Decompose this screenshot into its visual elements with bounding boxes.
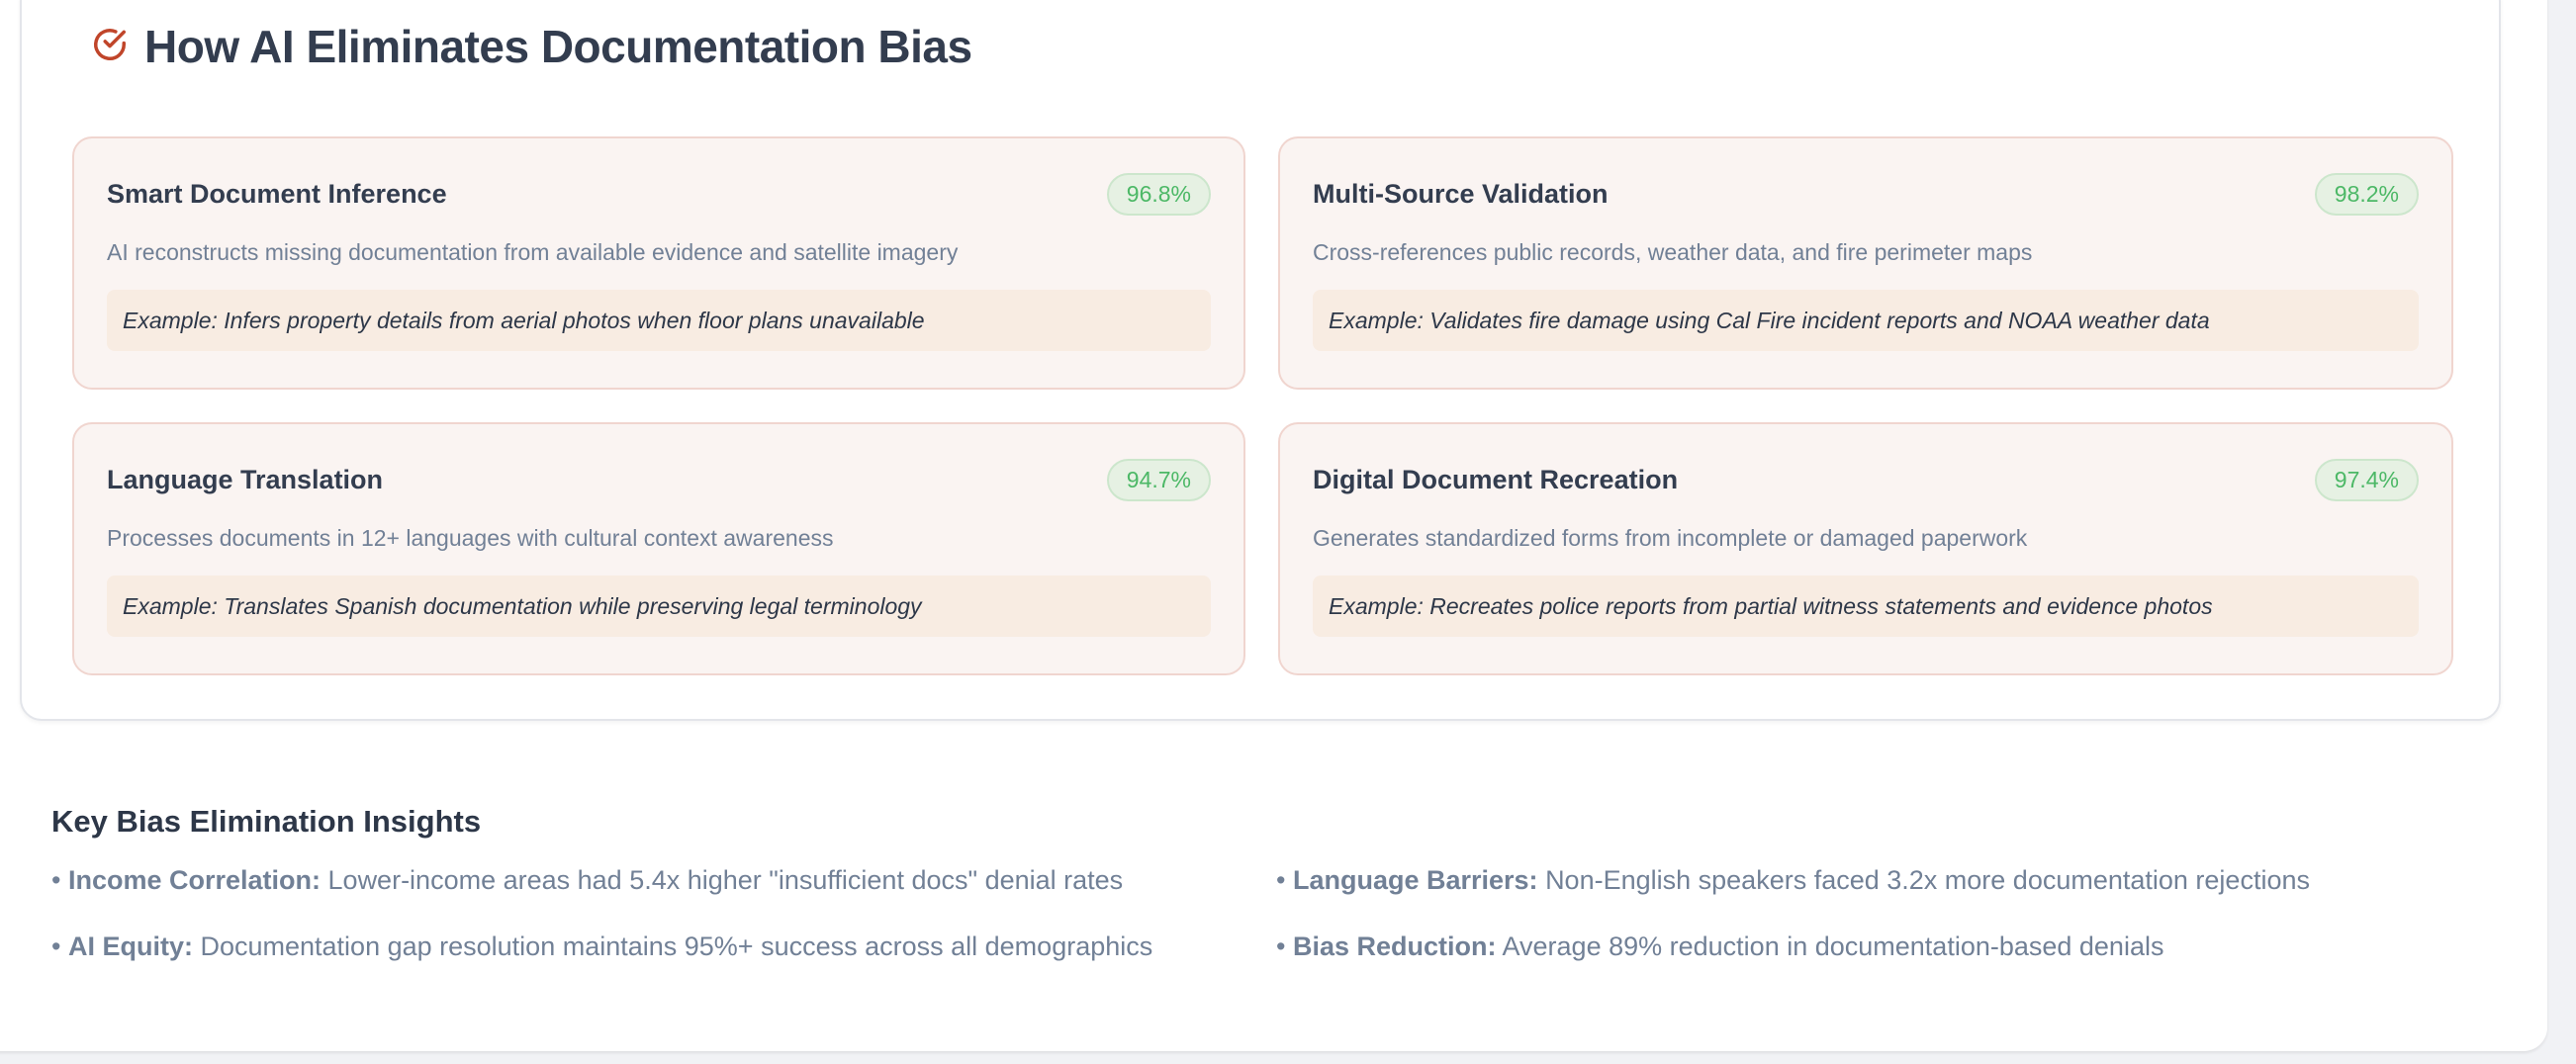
card-example: Example: Recreates police reports from p… xyxy=(1313,576,2419,637)
card-title: Language Translation xyxy=(107,464,384,494)
insight-item: • Income Correlation: Lower-income areas… xyxy=(51,865,1124,895)
card-example: Example: Translates Spanish documentatio… xyxy=(107,576,1211,637)
accuracy-badge: 97.4% xyxy=(2314,458,2419,501)
insight-label: Language Barriers: xyxy=(1292,865,1538,895)
insight-item: • AI Equity: Documentation gap resolutio… xyxy=(51,931,1153,961)
insights-header: Key Bias Elimination Insights xyxy=(51,804,481,840)
card-description: Cross-references public records, weather… xyxy=(1313,239,2033,265)
insight-label: Bias Reduction: xyxy=(1292,931,1497,961)
insight-item: • Language Barriers: Non-English speaker… xyxy=(1276,865,2310,895)
insight-item: • Bias Reduction: Average 89% reduction … xyxy=(1276,931,2164,961)
card-title: Smart Document Inference xyxy=(107,178,447,209)
check-circle-icon xyxy=(91,26,129,68)
card-description: AI reconstructs missing documentation fr… xyxy=(107,239,959,265)
insights-list: • Income Correlation: Lower-income areas… xyxy=(51,865,2426,962)
bias-elimination-section: How AI Eliminates Documentation Bias Sma… xyxy=(20,0,2501,721)
method-card: Multi-Source Validation 98.2% Cross-refer… xyxy=(1278,136,2453,390)
method-cards: Smart Document Inference 96.8% AI reconst… xyxy=(72,136,2453,675)
method-card: Language Translation 94.7% Processes docu… xyxy=(72,422,1245,675)
method-card: Digital Document Recreation 97.4% Generat… xyxy=(1278,422,2453,675)
insight-text: Documentation gap resolution maintains 9… xyxy=(200,931,1153,961)
insight-text: Non-English speakers faced 3.2x more doc… xyxy=(1545,865,2310,895)
section-header: How AI Eliminates Documentation Bias xyxy=(91,20,972,73)
accuracy-badge: 98.2% xyxy=(2314,172,2419,216)
card-description: Processes documents in 12+ languages wit… xyxy=(107,525,834,551)
accuracy-badge: 96.8% xyxy=(1106,172,1211,216)
card-example: Example: Infers property details from ae… xyxy=(107,290,1211,351)
card-example: Example: Validates fire damage using Cal… xyxy=(1313,290,2419,351)
insights-title: Key Bias Elimination Insights xyxy=(51,804,482,839)
accuracy-badge: 94.7% xyxy=(1106,458,1211,501)
insight-text: Lower-income areas had 5.4x higher "insu… xyxy=(327,865,1124,895)
card-description: Generates standardized forms from incomp… xyxy=(1313,525,2028,551)
insight-label: Income Correlation: xyxy=(67,865,322,895)
insight-label: AI Equity: xyxy=(67,931,193,961)
method-card: Smart Document Inference 96.8% AI reconst… xyxy=(72,136,1245,390)
insight-text: Average 89% reduction in documentation-b… xyxy=(1502,931,2164,961)
card-title: Multi-Source Validation xyxy=(1313,178,1609,209)
card-title: Digital Document Recreation xyxy=(1313,464,1679,494)
section-title: How AI Eliminates Documentation Bias xyxy=(144,21,972,72)
